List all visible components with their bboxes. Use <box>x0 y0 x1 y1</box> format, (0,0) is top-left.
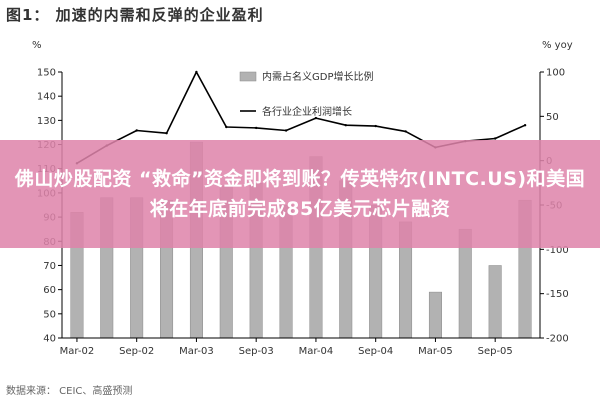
source-note: 数据来源： CEIC、高盛预测 <box>6 386 133 397</box>
x-tick-label: Sep-03 <box>239 346 274 357</box>
banner-headline[interactable]: 佛山炒股配资 “救命”资金即将到账？传英特尔(INTC.US)和美国将在年底前完… <box>14 168 586 220</box>
x-tick-label: Mar-03 <box>179 346 214 357</box>
left-tick-label: 150 <box>37 68 56 79</box>
line-point-9 <box>344 124 347 127</box>
x-tick-label: Sep-05 <box>478 346 513 357</box>
line-point-11 <box>404 130 407 133</box>
right-tick-label: 50 <box>546 112 559 123</box>
bar-14 <box>488 265 502 339</box>
promo-banner-overlay[interactable]: 佛山炒股配资 “救命”资金即将到账？传英特尔(INTC.US)和美国将在年底前完… <box>0 140 600 248</box>
line-point-2 <box>135 129 138 132</box>
left-tick-label: 70 <box>43 261 56 272</box>
legend-bar-swatch <box>239 71 257 82</box>
left-tick-label: 130 <box>37 116 56 127</box>
x-tick-label: Sep-02 <box>119 346 154 357</box>
right-tick-label: -200 <box>546 334 569 345</box>
line-point-10 <box>374 124 377 128</box>
right-tick-label: 100 <box>546 68 565 79</box>
right-tick-label: -100 <box>546 245 569 256</box>
x-tick-label: Mar-04 <box>299 346 334 357</box>
legend-bar-label: 内需占名义GDP增长比例 <box>262 70 373 83</box>
line-point-7 <box>284 129 288 132</box>
left-tick-label: 140 <box>37 92 56 103</box>
line-point-6 <box>255 126 258 130</box>
left-tick-label: 50 <box>43 309 56 320</box>
x-tick-label: Mar-05 <box>418 346 453 357</box>
left-tick-label: 60 <box>43 285 56 296</box>
legend-line-label: 各行业企业利润增长 <box>262 105 352 118</box>
right-tick-label: -150 <box>546 289 569 300</box>
line-point-4 <box>195 70 198 74</box>
x-tick-label: Mar-02 <box>60 346 95 357</box>
left-axis-unit: % <box>32 40 42 51</box>
left-tick-label: 40 <box>43 334 56 345</box>
right-axis-unit: % yoy <box>542 40 573 51</box>
line-point-5 <box>225 125 228 129</box>
line-point-15 <box>523 124 527 127</box>
bar-12 <box>428 291 442 339</box>
line-point-14 <box>494 137 497 140</box>
x-tick-label: Sep-04 <box>358 346 393 357</box>
line-point-3 <box>165 132 168 135</box>
figure-title: 图1： 加速的内需和反弹的企业盈利 <box>6 6 264 24</box>
line-point-8 <box>314 116 318 120</box>
